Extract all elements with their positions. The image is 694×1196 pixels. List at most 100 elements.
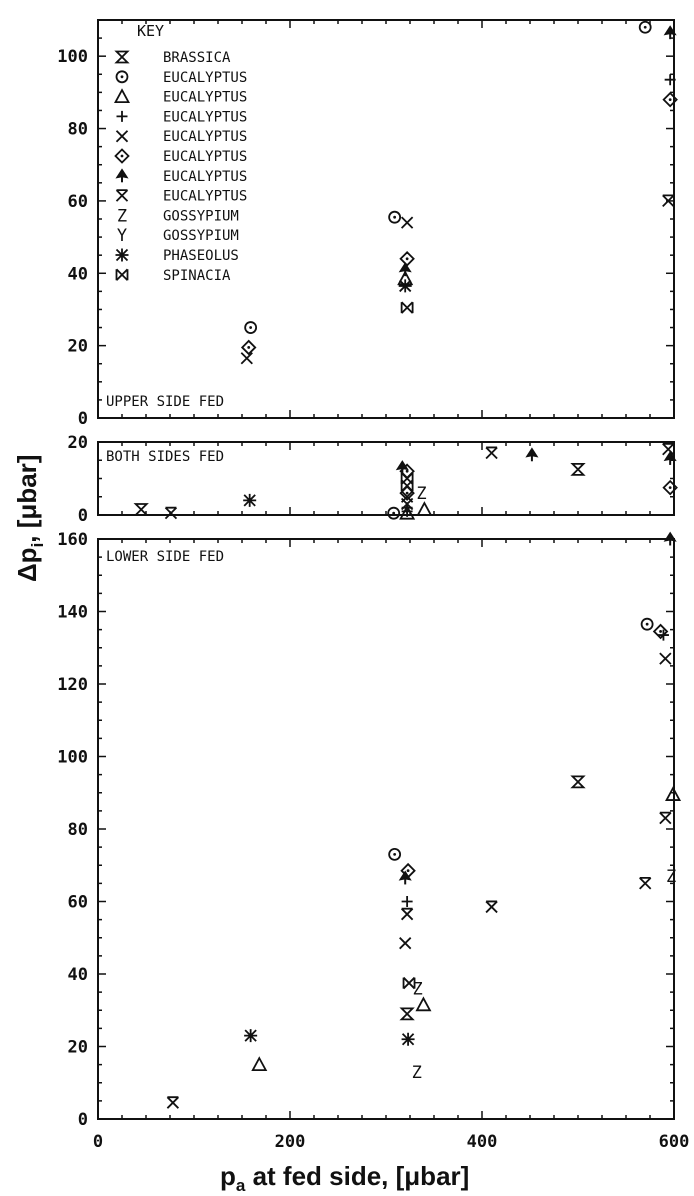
legend-entry: EUCALYPTUS: [115, 189, 247, 205]
data-point-diamond-dot: [399, 485, 415, 501]
legend: KEY BRASSICA EUCALYPTUS EUCALYPTUS EUCALYPT…: [113, 22, 247, 284]
legend-marker-hourglass: [114, 50, 130, 64]
legend-label: GOSSYPIUM: [163, 228, 239, 244]
svg-text:pa at fed side, [μbar]: pa at fed side, [μbar]: [220, 1161, 469, 1195]
data-point-x-bar: [164, 506, 178, 520]
data-point-circle-dot: [388, 847, 402, 861]
data-point-asterisk: [401, 1032, 415, 1046]
data-point-triangle: [415, 996, 432, 1012]
data-point-x-bar: [400, 907, 414, 921]
data-point-x: [659, 652, 672, 665]
legend-label: EUCALYPTUS: [163, 149, 247, 165]
x-tick-label: 400: [467, 1132, 498, 1152]
data-point-diamond-dot: [399, 463, 415, 479]
legend-title: KEY: [137, 22, 164, 40]
x-axis-label-rest: at fed side, [μbar]: [245, 1161, 469, 1191]
data-point-hourglass: [133, 503, 149, 516]
data-point-Z: Z: [413, 980, 423, 1000]
y-tick-label: 40: [68, 264, 88, 284]
data-point-triangle: [251, 1056, 268, 1072]
data-point-spade: [525, 447, 539, 462]
svg-text:Z: Z: [416, 484, 426, 504]
data-point-Z: Z: [412, 1063, 422, 1083]
legend-marker-asterisk: [115, 248, 129, 262]
legend-entry: Y GOSSYPIUM: [117, 226, 239, 246]
y-axis-label-unit: , [μbar]: [12, 455, 42, 543]
y-axis-label: Δpi, [μbar]: [12, 455, 47, 582]
legend-marker-Z: Z: [117, 206, 127, 226]
legend-marker-x: [115, 130, 129, 143]
y-axis-label-main: Δp: [12, 547, 42, 582]
data-point-spade: [663, 531, 677, 546]
data-point-diamond-dot: [240, 339, 257, 356]
y-tick-label: 80: [68, 820, 88, 840]
y-tick-label: 140: [57, 603, 88, 623]
y-tick-label: 80: [68, 120, 88, 140]
y-tick-label: 100: [57, 748, 88, 768]
data-point-diamond-dot: [662, 479, 678, 496]
legend-label: SPINACIA: [163, 268, 231, 284]
y-tick-label: 120: [57, 675, 88, 695]
data-point-plus: [401, 896, 413, 907]
legend-entry: EUCALYPTUS: [115, 168, 247, 185]
legend-entry: Z GOSSYPIUM: [117, 206, 239, 226]
data-point-asterisk: [244, 1029, 258, 1043]
y-tick-label: 20: [68, 1038, 88, 1058]
data-point-spade: [398, 262, 412, 277]
data-point-diamond-dot: [399, 251, 415, 267]
legend-entry: EUCALYPTUS: [115, 129, 247, 145]
upper-panel: 0 20 40 60 80 100: [57, 19, 678, 429]
legend-marker-circle-dot: [115, 70, 129, 84]
legend-label: EUCALYPTUS: [163, 109, 247, 125]
data-point-Z: Z: [416, 484, 426, 504]
data-point-x-bar: [659, 811, 672, 825]
legend-marker-plus: [116, 110, 128, 122]
y-tick-label: 0: [78, 1110, 88, 1130]
y-tick-label: 20: [68, 433, 88, 453]
y-tick-label: 60: [68, 192, 88, 212]
legend-marker-spade: [115, 168, 129, 183]
y-tick-label: 100: [57, 47, 88, 67]
data-point-diamond-dot: [652, 623, 669, 640]
legend-entry: EUCALYPTUS: [116, 109, 247, 125]
y-tick-label: 60: [68, 893, 88, 913]
y-tick-label: 40: [68, 965, 88, 985]
data-point-hourglass: [570, 775, 586, 789]
data-point-x-bar: [662, 442, 675, 456]
lower-panel-frame: [97, 538, 675, 1120]
data-point-hourglass: [570, 462, 586, 476]
both-panel-title: BOTH SIDES FED: [106, 449, 224, 465]
x-axis-label: pa at fed side, [μbar]: [220, 1161, 469, 1195]
legend-entry: EUCALYPTUS: [115, 70, 247, 86]
y-tick-label: 20: [68, 337, 88, 357]
legend-entry: PHASEOLUS: [115, 248, 239, 264]
legend-label: EUCALYPTUS: [163, 129, 247, 145]
svg-text:Z: Z: [413, 980, 423, 1000]
legend-label: GOSSYPIUM: [163, 208, 239, 224]
data-point-spade: [663, 451, 677, 465]
data-point-diamond-dot: [662, 91, 678, 108]
data-point-triangle: [399, 504, 416, 520]
data-point-x-bar: [639, 876, 652, 890]
data-point-circle-dot: [388, 210, 402, 224]
data-point-circle-dot: [244, 321, 258, 334]
svg-text:Z: Z: [412, 1063, 422, 1083]
data-point-Z: Z: [666, 867, 676, 887]
legend-label: EUCALYPTUS: [163, 189, 247, 205]
legend-label: BRASSICA: [163, 50, 231, 66]
data-point-plus: [664, 74, 676, 86]
x-tick-label: 200: [275, 1132, 306, 1152]
legend-entry: EUCALYPTUS: [113, 88, 247, 106]
data-point-triangle: [416, 501, 433, 516]
data-point-triangle: [665, 786, 682, 801]
data-point-x-bar: [166, 1096, 180, 1109]
legend-label: EUCALYPTUS: [163, 169, 247, 185]
legend-label: EUCALYPTUS: [163, 70, 247, 86]
data-point-circle-dot: [638, 20, 652, 34]
both-panel: 0 20 Z: [68, 433, 678, 526]
upper-panel-title: UPPER SIDE FED: [106, 394, 224, 410]
data-point-x-bar: [662, 194, 675, 208]
legend-entry: SPINACIA: [115, 268, 231, 284]
data-point-x-bar: [485, 446, 498, 460]
